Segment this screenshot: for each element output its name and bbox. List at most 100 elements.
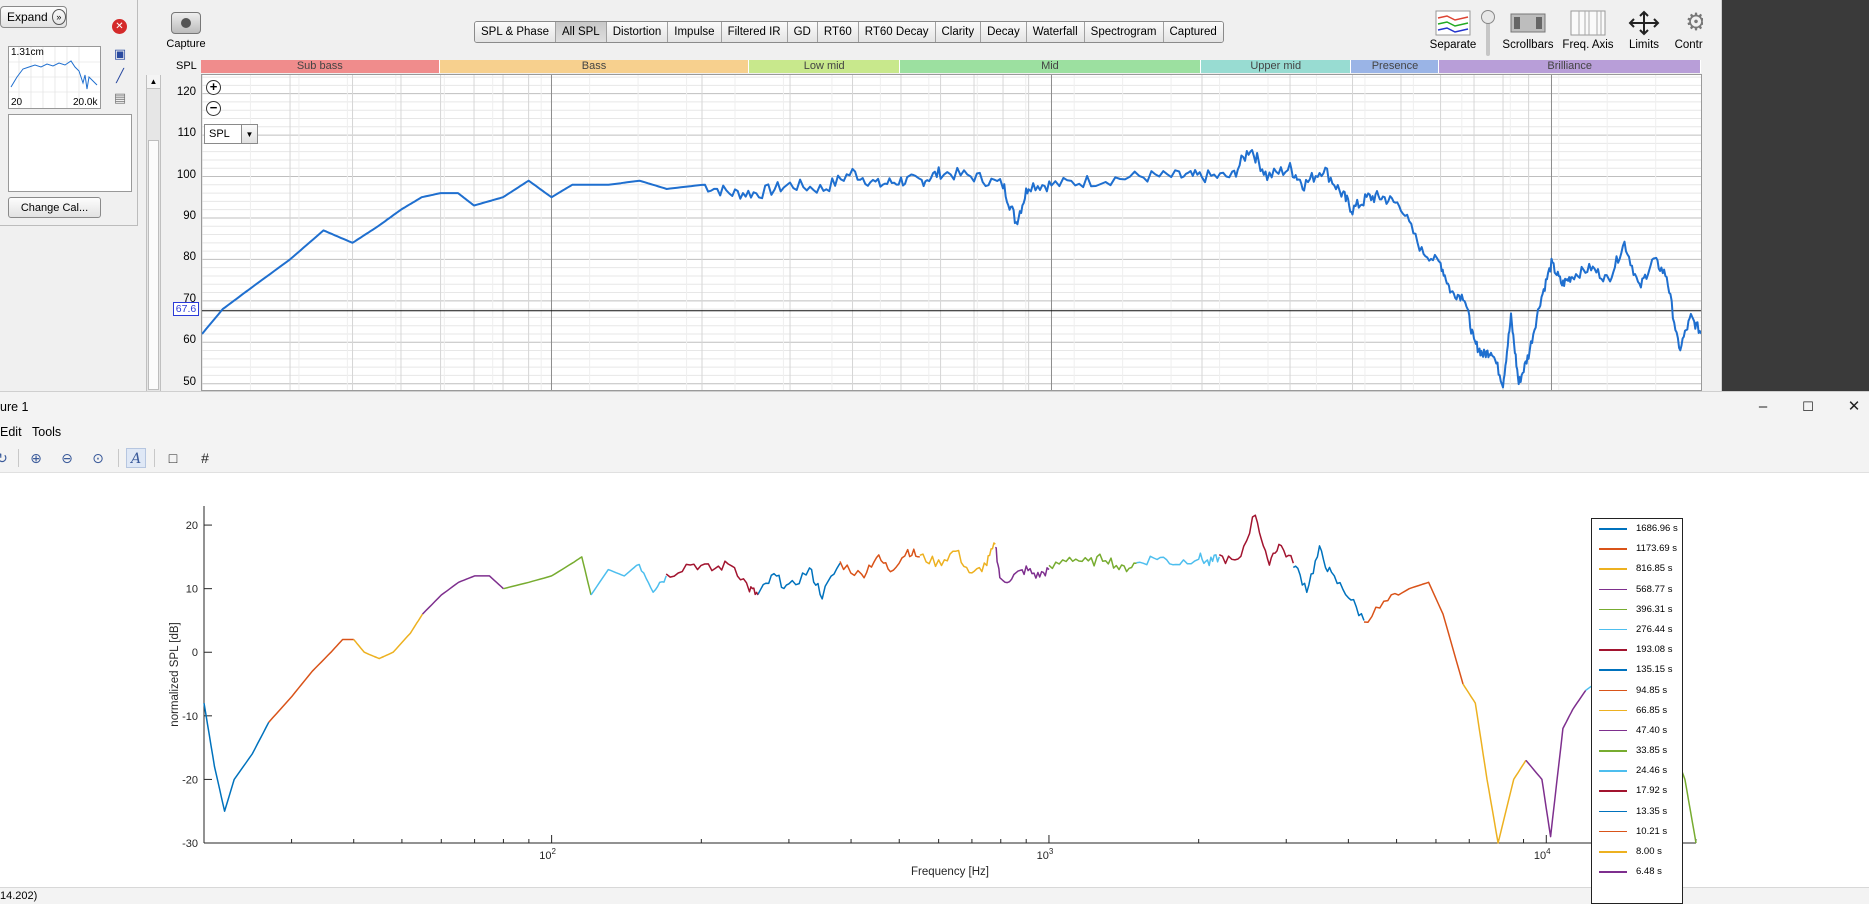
series-line-16[interactable] — [1462, 683, 1527, 844]
expand-label: Expand — [7, 10, 48, 24]
pen-icon[interactable]: ╱ — [116, 68, 124, 83]
legend-item[interactable]: 276.44 s — [1592, 620, 1682, 640]
legend-swatch — [1599, 790, 1627, 792]
legend-item[interactable]: 33.85 s — [1592, 741, 1682, 761]
limits-tool[interactable]: Limits — [1624, 10, 1664, 51]
y-tick-label: 120 — [176, 85, 196, 98]
menu-tools[interactable]: Tools — [32, 425, 62, 439]
legend-item[interactable]: 568.77 s — [1592, 580, 1682, 600]
series-line-11[interactable] — [1048, 553, 1137, 573]
capture-button[interactable]: Capture — [165, 12, 207, 50]
series-line-2[interactable] — [353, 613, 424, 660]
change-cal-button[interactable]: Change Cal... — [8, 197, 101, 218]
separation-slider[interactable] — [1481, 10, 1495, 56]
series-line-7[interactable] — [757, 562, 841, 600]
legend-item[interactable]: 1173.69 s — [1592, 539, 1682, 559]
legend-item[interactable]: 10.21 s — [1592, 822, 1682, 842]
tab-decay[interactable]: Decay — [981, 22, 1027, 42]
spl-graph-canvas[interactable] — [201, 75, 1703, 392]
zoom-in-icon[interactable]: ⊕ — [30, 450, 42, 466]
zoom-out-icon[interactable]: ⊖ — [61, 450, 73, 466]
restore-view-icon[interactable]: ⊙ — [92, 450, 104, 466]
series-line-4[interactable] — [503, 556, 592, 596]
legend-item[interactable]: 8.00 s — [1592, 842, 1682, 862]
notes-area[interactable] — [8, 114, 132, 192]
legend-item[interactable]: 396.31 s — [1592, 600, 1682, 620]
series-line-0[interactable] — [203, 702, 270, 812]
legend-item[interactable]: 816.85 s — [1592, 559, 1682, 579]
series-line-1[interactable] — [268, 638, 354, 723]
series-line-12[interactable] — [1136, 552, 1221, 567]
rotate-icon[interactable]: ↻ — [0, 450, 8, 466]
series-line-17[interactable] — [1525, 689, 1587, 838]
series-line-13[interactable] — [1218, 514, 1295, 566]
grid-icon[interactable]: # — [201, 450, 209, 466]
maximize-icon[interactable]: ☐ — [1802, 399, 1814, 414]
toolbar-separator — [18, 449, 19, 467]
slider-knob[interactable] — [1481, 10, 1495, 24]
tab-spl-phase[interactable]: SPL & Phase — [475, 22, 556, 42]
y-tick-label: 90 — [183, 209, 196, 222]
save-icon[interactable]: ▣ — [113, 46, 127, 61]
status-text: 14.202) — [0, 890, 38, 902]
legend[interactable]: 1686.96 s 1173.69 s 816.85 s 568.77 s 396.31… — [1591, 518, 1683, 904]
legend-item[interactable]: 17.92 s — [1592, 781, 1682, 801]
zoom-in-icon[interactable]: + — [206, 80, 221, 95]
tab-gd[interactable]: GD — [787, 22, 818, 42]
legend-item[interactable]: 135.15 s — [1592, 660, 1682, 680]
series-line-9[interactable] — [919, 542, 996, 574]
tab-distortion[interactable]: Distortion — [606, 22, 669, 42]
close-icon[interactable]: ✕ — [1847, 398, 1861, 415]
minimize-icon[interactable]: – — [1758, 398, 1768, 415]
box-icon[interactable]: □ — [168, 450, 178, 466]
tab-rt60-decay[interactable]: RT60 Decay — [858, 22, 936, 42]
freq-axis-tool[interactable]: Freq. Axis — [1562, 10, 1614, 51]
series-line-10[interactable] — [994, 546, 1050, 584]
tab-spectrogram[interactable]: Spectrogram — [1084, 22, 1164, 42]
series-line-6[interactable] — [665, 560, 759, 596]
series-line-5[interactable] — [590, 563, 667, 596]
legend-item[interactable]: 24.46 s — [1592, 761, 1682, 781]
separate-tool[interactable]: Separate — [1428, 10, 1478, 51]
legend-item[interactable]: 193.08 s — [1592, 640, 1682, 660]
tab-rt60[interactable]: RT60 — [817, 22, 859, 42]
legend-item[interactable]: 47.40 s — [1592, 721, 1682, 741]
scroll-up-icon[interactable]: ▲ — [147, 75, 160, 89]
series-line-14[interactable] — [1292, 545, 1365, 621]
series-line-8[interactable] — [839, 548, 920, 579]
legend-item[interactable]: 13.35 s — [1592, 802, 1682, 822]
tab-all-spl[interactable]: All SPL — [555, 22, 607, 42]
series-line-15[interactable] — [1363, 581, 1464, 685]
legend-item[interactable]: 1686.96 s — [1592, 519, 1682, 539]
window-edge — [1703, 0, 1722, 391]
legend-item[interactable]: 94.85 s — [1592, 681, 1682, 701]
y-tick-label: 70 — [183, 292, 196, 305]
legend-item[interactable]: 66.85 s — [1592, 701, 1682, 721]
menu-edit[interactable]: Edit — [0, 425, 22, 439]
scroll-thumb[interactable] — [148, 140, 159, 390]
insert-text-icon[interactable]: A — [126, 448, 146, 468]
expand-button[interactable]: Expand » — [0, 6, 67, 28]
measurement-thumbnail[interactable]: 1.31cm 20 20.0k — [8, 46, 101, 109]
tab-impulse[interactable]: Impulse — [668, 22, 722, 42]
spl-graph[interactable] — [201, 74, 1703, 392]
x-tick-exp: 2 — [552, 847, 557, 856]
notes-icon[interactable]: ▤ — [113, 90, 127, 105]
tab-clarity[interactable]: Clarity — [935, 22, 982, 42]
chevron-down-icon[interactable]: ▼ — [241, 125, 257, 143]
tab-waterfall[interactable]: Waterfall — [1026, 22, 1085, 42]
legend-item[interactable]: 6.48 s — [1592, 862, 1682, 882]
x-tick-label: 104 — [1534, 847, 1551, 862]
view-select[interactable]: SPL ▼ — [204, 124, 258, 144]
zoom-out-icon[interactable]: − — [206, 101, 221, 116]
tab-filtered-ir[interactable]: Filtered IR — [721, 22, 788, 42]
legend-swatch — [1599, 750, 1627, 752]
series-line-3[interactable] — [421, 575, 504, 615]
spl-response-line[interactable] — [201, 149, 1703, 389]
vertical-scrollbar[interactable]: ▲ — [146, 75, 161, 391]
remove-measurement-icon[interactable]: ✕ — [112, 19, 127, 34]
legend-swatch — [1599, 628, 1627, 631]
scrollbars-tool[interactable]: Scrollbars — [1500, 10, 1556, 51]
tab-captured[interactable]: Captured — [1163, 22, 1223, 42]
